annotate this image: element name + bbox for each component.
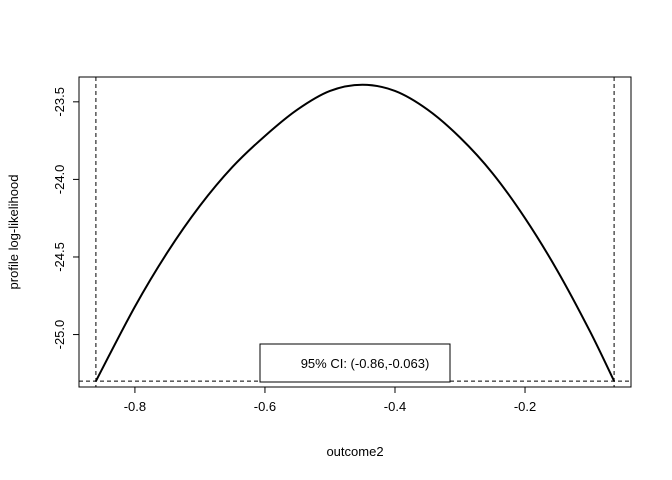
y-axis-title: profile log-likelihood (6, 175, 21, 290)
legend-box (259, 343, 451, 383)
y-tick-label: -24.0 (52, 165, 67, 195)
likelihood-curve (95, 83, 615, 382)
y-tick-label: -25.0 (52, 320, 67, 350)
x-tick-label: -0.8 (124, 399, 146, 414)
legend-text: 95% CI: (-0.86,-0.063) (301, 356, 430, 371)
x-tick-label: -0.2 (514, 399, 536, 414)
y-axis: -25.0 -24.5 -24.0 -23.5 (52, 87, 79, 349)
y-tick-label: -24.5 (52, 242, 67, 272)
x-axis: -0.8 -0.6 -0.4 -0.2 (124, 387, 536, 414)
plot-frame (78, 76, 632, 388)
x-tick-label: -0.6 (254, 399, 276, 414)
x-axis-title: outcome2 (326, 444, 383, 459)
x-tick-label: -0.4 (384, 399, 406, 414)
y-tick-label: -23.5 (52, 87, 67, 117)
ci-legend-box: 95% CI: (-0.86,-0.063) (259, 343, 451, 383)
